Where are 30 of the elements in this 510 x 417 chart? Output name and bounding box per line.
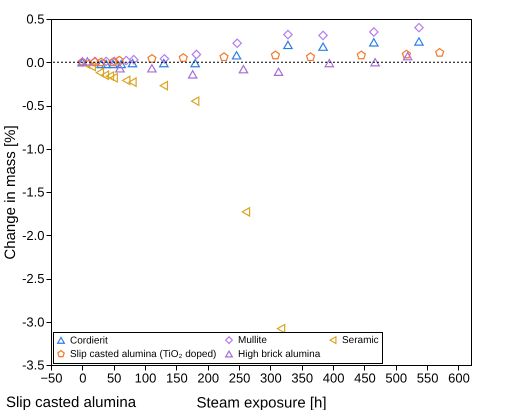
y-tick-label: -0.5 [22,98,44,113]
y-tick-label: -1.0 [22,141,44,156]
legend-label: High brick alumina [238,349,321,360]
y-tick-label: -1.5 [22,184,44,200]
x-tick-label: 500 [385,370,408,386]
legend-label: Cordierit [70,335,108,346]
y-tick-label: -3.5 [22,358,44,372]
legend-label: Seramic [342,335,379,346]
text: Slip casted alumina [6,394,137,411]
x-tick-label: 600 [448,370,470,386]
y-axis-title: Change in mass [%] [2,125,20,260]
x-tick-label: 550 [416,370,438,386]
x-tick-label: 0 [79,370,86,386]
x-tick-label: 350 [291,370,314,386]
x-tick-label: 50 [106,370,122,386]
y-tick-label: 0.5 [26,12,44,26]
x-tick-label: −50 [40,370,63,386]
y-tick-label: -2.0 [22,228,44,243]
y-tick-label: 0.0 [26,54,44,70]
x-tick-label: 450 [354,370,376,386]
x-tick-label: 250 [228,370,250,386]
x-tick-label: 100 [134,370,156,386]
legend-label: Slip casted alumina (TiO₂ doped) [70,349,216,360]
x-tick-label: 300 [260,370,282,386]
x-tick-label: 400 [322,370,344,386]
legend-label: Mullite [238,335,268,346]
y-tick-label: -2.5 [22,271,44,286]
x-tick-label: 200 [197,370,220,386]
y-tick-label: -3.0 [22,314,44,330]
x-tick-label: 150 [166,370,188,386]
